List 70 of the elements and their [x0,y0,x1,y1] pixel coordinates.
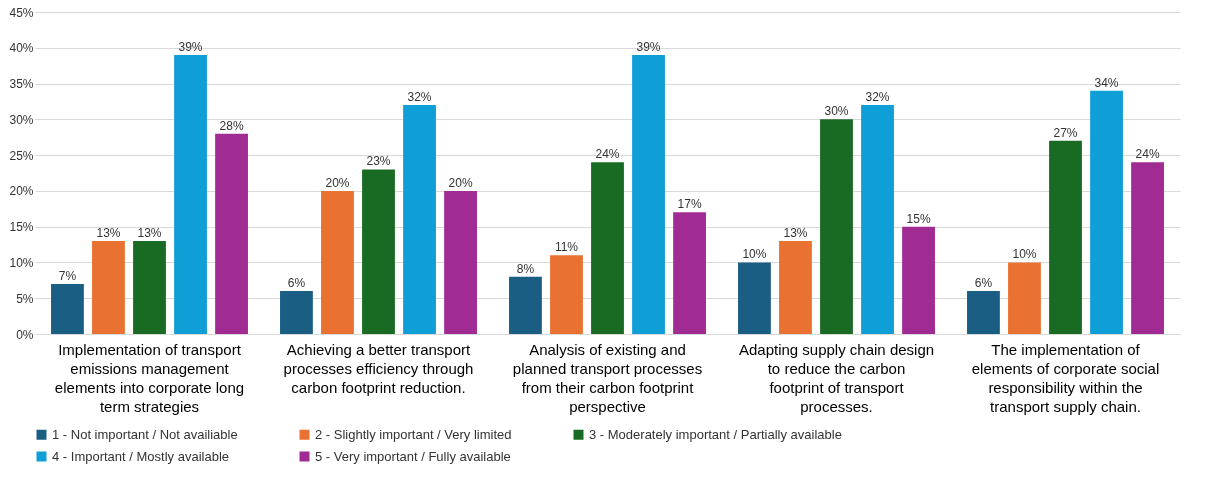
bar [1008,262,1041,334]
data-label: 39% [178,39,203,54]
data-label: 13% [96,225,121,240]
data-label: 32% [865,90,890,105]
y-tick-label: 10% [9,255,34,270]
bar [321,190,354,334]
data-label: 8% [516,261,535,276]
data-label: 20% [325,175,350,190]
bar [51,283,84,334]
data-label: 10% [742,247,767,262]
bar [902,226,935,334]
data-label: 10% [1012,247,1037,262]
bar [861,105,894,334]
data-label: 28% [219,118,244,133]
bar [403,105,436,334]
bar [1049,140,1082,334]
y-tick-label: 30% [9,112,34,127]
legend-label: 3 - Moderately important / Partially available [589,426,842,442]
y-tick-label: 15% [9,220,34,235]
bar [509,276,542,334]
legend-label: 4 - Important / Mostly available [52,448,230,464]
bar [591,162,624,334]
y-tick-label: 40% [9,41,34,56]
x-tick-label: Analysis of existing and planned transport processes from their carbon footprint perspective [512,340,703,415]
bar [362,169,395,334]
x-tick-label: Adapting supply chain design to reduce the carbon footprint of transport processes. [738,340,935,415]
y-tick-label: 20% [9,184,34,199]
bar [550,255,583,334]
bar [92,240,125,334]
bar [779,240,812,334]
bar [444,190,477,334]
data-label: 39% [636,39,661,54]
data-label: 27% [1053,125,1078,140]
bar [133,240,166,334]
data-label: 34% [1094,75,1119,90]
bar [738,262,771,334]
data-label: 13% [137,225,162,240]
y-tick-label: 0% [16,327,34,342]
data-label: 13% [783,225,808,240]
data-label: 11% [554,240,579,255]
x-tick-label: The implementation of elements of corporate social responsibility within the transport supply chain. [971,340,1160,415]
bar [820,119,853,334]
legend-label: 2 - Slightly important / Very limited [315,426,512,442]
data-label: 15% [906,211,931,226]
data-label: 24% [595,147,620,162]
data-label: 24% [1135,147,1160,162]
bar [967,291,1000,334]
bar [1090,90,1123,334]
data-label: 17% [677,197,702,212]
y-tick-label: 5% [16,291,34,306]
bar [1131,162,1164,334]
data-label: 30% [824,104,849,119]
bar [673,212,706,334]
legend-label: 5 - Very important / Fully available [315,448,511,464]
legend-label: 1 - Not important / Not availiable [52,426,238,442]
data-label: 6% [287,276,306,291]
data-label: 20% [448,175,473,190]
y-tick-label: 25% [9,148,34,163]
bar [215,133,248,334]
x-tick-label: Implementation of transport emissions management elements into corporate long term strategies [54,340,245,415]
y-tick-label: 35% [9,77,34,92]
data-label: 32% [407,90,432,105]
data-label: 6% [974,276,993,291]
bar [632,54,665,334]
bar [280,291,313,334]
data-label: 23% [366,154,391,169]
y-tick-label: 45% [9,5,34,20]
x-tick-label: Achieving a better transport processes efficiency through carbon footprint reduction. [283,340,474,396]
bar [174,54,207,334]
data-label: 7% [58,268,77,283]
